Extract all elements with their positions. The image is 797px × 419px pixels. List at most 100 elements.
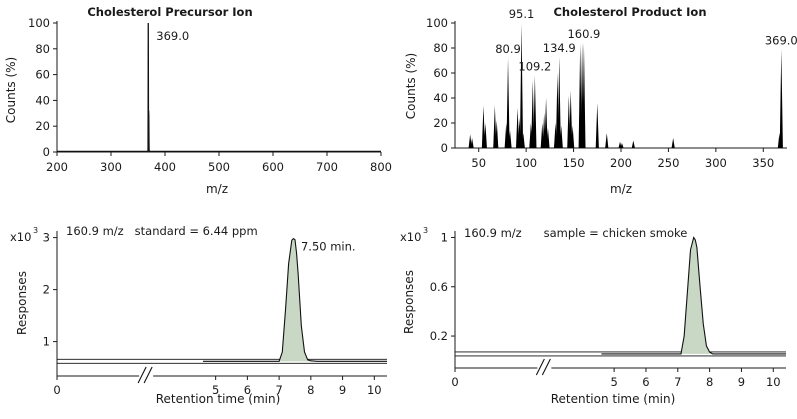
chromatogram-header: 160.9 m/z standard = 6.44 ppm [66,224,258,238]
peak-bar [605,133,609,148]
peak-bar [559,125,563,148]
x-tick-label: 300 [705,156,727,170]
peak-bar [468,134,472,148]
y-axis-label: Counts (%) [4,57,18,123]
peak-bar [531,80,535,148]
peak-bar [521,133,525,148]
peak-label: 160.9 [567,27,600,41]
precursor-ion-spectrum: Cholesterol Precursor Ion Counts (%) m/z… [4,5,392,196]
y-tick-label: 2 [43,283,50,297]
x-tick-label: 5 [212,383,219,397]
x-tick-label: 0 [53,383,60,397]
peak-label: 95.1 [509,7,535,21]
peak-label: 369.0 [156,29,189,43]
chart-title: Cholesterol Precursor Ion [87,5,252,19]
y-tick-label: 80 [433,41,448,55]
y-tick-label: 20 [35,119,50,133]
peak-label: 80.9 [495,42,521,56]
y-tick-label: 40 [35,93,50,107]
peak-bar [470,138,474,148]
x-tick-label: 300 [100,160,122,174]
peak-bar [516,108,520,148]
axis-break-mark [541,358,551,376]
x-tick-label: 7 [674,375,681,389]
peak-bar [582,43,586,148]
x-tick-label: 9 [339,383,346,397]
peak-bar [495,120,499,148]
y-tick-label: 20 [433,116,448,130]
y-tick-label: 0.2 [430,329,448,343]
y-axis-label: Counts (%) [404,53,418,119]
scale-factor: x10 [400,230,421,244]
peak-bar [533,75,537,148]
peak-bar [569,90,573,148]
y-tick-label: 3 [43,231,50,245]
standard-chromatogram: x10 3 160.9 m/z standard = 6.44 ppm Resp… [10,224,387,406]
x-tick-label: 0 [451,375,458,389]
x-axis-label: Retention time (min) [551,392,676,406]
peak-bar [483,123,487,148]
x-tick-label: 600 [262,160,284,174]
peak-bar [779,49,783,148]
y-tick-label: 1 [43,335,50,349]
peak-bar [493,105,497,148]
peak-bar [546,128,550,148]
x-tick-label: 400 [154,160,176,174]
x-tick-label: 8 [706,375,713,389]
axis-break-mark [137,366,147,384]
y-axis-label: Responses [402,270,416,334]
spectrum-line [57,22,381,153]
y-tick-label: 100 [426,16,448,30]
peak-bar [671,138,675,148]
peak-label: 369.0 [765,33,797,47]
y-tick-label: 1 [441,230,448,244]
product-ion-spectrum: Cholesterol Product Ion Counts (%) m/z 5… [404,5,797,196]
peak-area [601,237,786,354]
x-tick-label: 250 [657,156,679,170]
y-tick-label: 60 [35,68,50,82]
x-tick-label: 6 [642,375,649,389]
peak-bar [557,56,561,148]
axis-break-gap [537,358,552,374]
x-tick-label: 7 [275,383,282,397]
y-tick-label: 40 [433,91,448,105]
y-tick-label: 0 [441,141,448,155]
peak-label: 7.50 min. [301,240,356,254]
peak-bar [544,98,548,148]
peak-label: 109.2 [518,60,551,74]
x-tick-label: 5 [610,375,617,389]
peak-bar [481,105,486,148]
peak-bar [620,143,624,148]
x-tick-label: 200 [610,156,632,170]
x-tick-label: 50 [471,156,486,170]
x-axis-label: m/z [206,182,228,196]
x-tick-label: 200 [46,160,68,174]
chromatogram-header: 160.9 m/z sample = chicken smoke [464,226,687,240]
x-tick-label: 500 [208,160,230,174]
x-axis-label: m/z [610,182,632,196]
x-tick-label: 6 [244,383,251,397]
peak-bar [519,23,524,148]
x-tick-label: 10 [367,383,382,397]
y-tick-label: 80 [35,42,50,56]
scale-exponent: 3 [33,226,38,235]
chart-title: Cholesterol Product Ion [553,5,706,19]
peak-bar [595,103,599,148]
x-tick-label: 800 [370,160,392,174]
peak-bar [508,130,512,148]
axis-break-gap [139,366,154,382]
peak-bar [506,58,510,148]
peak-label: 134.9 [543,41,576,55]
x-tick-label: 8 [307,383,314,397]
y-tick-label: 0.6 [430,280,448,294]
peak-bar [631,140,635,148]
x-tick-label: 9 [738,375,745,389]
y-tick-label: 100 [28,16,50,30]
y-axis-label: Responses [15,271,29,335]
x-tick-label: 10 [766,375,781,389]
x-tick-label: 150 [563,156,585,170]
x-axis-label: Retention time (min) [156,392,281,406]
y-tick-label: 0 [43,145,50,159]
scale-exponent: 3 [423,226,428,235]
